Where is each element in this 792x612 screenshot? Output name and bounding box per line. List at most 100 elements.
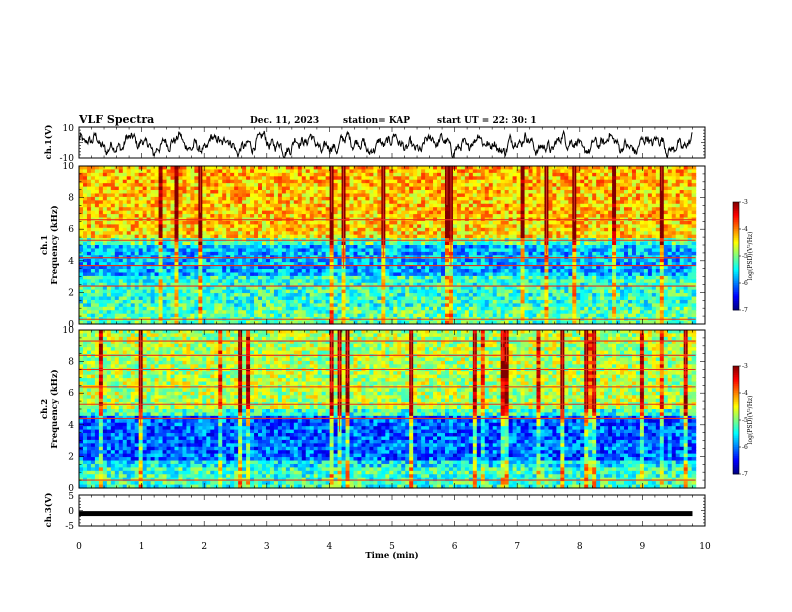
- spectrogram-cell: [210, 241, 215, 246]
- spectrogram-cell: [309, 186, 315, 191]
- spectrogram-cell: [122, 210, 128, 215]
- spectrogram-cell: [265, 258, 271, 263]
- spectrogram-cell: [612, 224, 617, 229]
- spectrogram-cell: [576, 248, 581, 253]
- spectrogram-cell: [98, 179, 104, 184]
- spectrogram-cell: [150, 248, 156, 253]
- spectrogram-cell: [222, 193, 227, 198]
- spectrogram-cell: [218, 210, 223, 215]
- spectrogram-cell: [118, 231, 124, 236]
- spectrogram-cell: [524, 200, 530, 205]
- spectrogram-cell: [552, 265, 557, 270]
- spectrogram-cell: [663, 258, 669, 263]
- spectrogram-cell: [679, 176, 685, 181]
- spectrogram-cell: [464, 190, 470, 195]
- spectrogram-cell: [333, 248, 339, 253]
- spectrogram-cell: [600, 251, 605, 256]
- spectrogram-cell: [548, 176, 553, 181]
- spectrogram-cell: [568, 176, 573, 181]
- spectrogram-cell: [444, 214, 450, 219]
- spectrogram-cell: [532, 262, 538, 267]
- spectrogram-cell: [460, 193, 466, 198]
- spectrogram-cell: [281, 172, 287, 177]
- spectrogram-cell: [627, 166, 633, 171]
- spectrogram-cell: [238, 183, 243, 188]
- spectrogram-cell: [365, 203, 371, 208]
- spectrogram-cell: [130, 172, 136, 177]
- spectrogram-cell: [568, 183, 573, 188]
- spectrogram-cell: [174, 231, 180, 236]
- spectrogram-cell: [301, 186, 307, 191]
- spectrogram-cell: [190, 234, 195, 239]
- spectrogram-cell: [655, 183, 661, 188]
- spectrogram-cell: [472, 272, 478, 277]
- spectrogram-cell: [313, 245, 319, 250]
- spectrogram-cell: [86, 196, 92, 201]
- spectrogram-cell: [540, 224, 546, 229]
- spectrogram-cell: [631, 186, 637, 191]
- spectrogram-cell: [190, 269, 195, 274]
- spectrogram-cell: [663, 231, 669, 236]
- spectrogram-cell: [437, 193, 442, 198]
- spectrogram-cell: [528, 224, 534, 229]
- spectrogram-cell: [321, 186, 327, 191]
- spectrogram-cell: [492, 176, 498, 181]
- spectrogram-cell: [305, 172, 311, 177]
- spectrogram-cell: [309, 269, 315, 274]
- spectrogram-cell: [194, 169, 199, 174]
- spectrogram-cell: [210, 169, 215, 174]
- spectrogram-cell: [110, 258, 116, 263]
- spectrogram-cell: [130, 190, 136, 195]
- spectrogram-cell: [369, 258, 374, 263]
- spectrogram-cell: [413, 190, 418, 195]
- spectrogram-cell: [313, 179, 319, 184]
- spectrogram-cell: [604, 193, 609, 198]
- spectrogram-cell: [182, 186, 188, 191]
- spectrogram-cell: [608, 248, 613, 253]
- spectrogram-cell: [437, 269, 442, 274]
- spectrogram-cell: [683, 166, 689, 171]
- spectrogram-cell: [437, 183, 442, 188]
- spectrogram-cell: [564, 207, 569, 212]
- spectrogram-cell: [214, 186, 219, 191]
- spectrogram-cell: [675, 169, 681, 174]
- spectrogram-cell: [456, 227, 462, 232]
- spectrogram-cell: [536, 258, 542, 263]
- spectrogram-cell: [532, 183, 538, 188]
- spectrogram-cell: [170, 186, 176, 191]
- spectrogram-cell: [317, 183, 323, 188]
- spectrogram-cell: [584, 265, 589, 270]
- spectrogram-cell: [488, 190, 494, 195]
- spectrogram-cell: [226, 231, 231, 236]
- spectrogram-cell: [560, 207, 565, 212]
- spectrogram-cell: [484, 272, 490, 277]
- spectrogram-cell: [464, 203, 470, 208]
- spectrogram-cell: [250, 262, 255, 267]
- spectrogram-cell: [285, 186, 291, 191]
- spectrogram-cell: [373, 172, 378, 177]
- spectrogram-cell: [329, 258, 335, 263]
- spectrogram-cell: [293, 210, 299, 215]
- spectrogram-cell: [464, 214, 470, 219]
- spectrogram-cell: [536, 262, 542, 267]
- spectrogram-cell: [285, 210, 291, 215]
- spectrogram-cell: [79, 166, 84, 171]
- spectrogram-cell: [146, 248, 152, 253]
- spectrogram-cell: [202, 210, 207, 215]
- spectrogram-cell: [552, 227, 557, 232]
- spectrogram-cell: [174, 272, 180, 277]
- spectrogram-cell: [421, 203, 426, 208]
- spectrogram-cell: [210, 220, 215, 225]
- spectrogram-cell: [683, 258, 689, 263]
- spectrogram-cell: [242, 248, 247, 253]
- spectrogram-cell: [624, 265, 629, 270]
- spectrogram-cell: [222, 224, 227, 229]
- spectrogram-cell: [524, 272, 530, 277]
- spectrogram-cell: [194, 251, 199, 256]
- spectrogram-cell: [472, 200, 478, 205]
- spectrogram-cell: [134, 166, 140, 171]
- spectrogram-cell: [520, 214, 526, 219]
- spectrogram-cell: [365, 258, 371, 263]
- spectrogram-cell: [186, 210, 191, 215]
- spectrogram-cell: [277, 190, 283, 195]
